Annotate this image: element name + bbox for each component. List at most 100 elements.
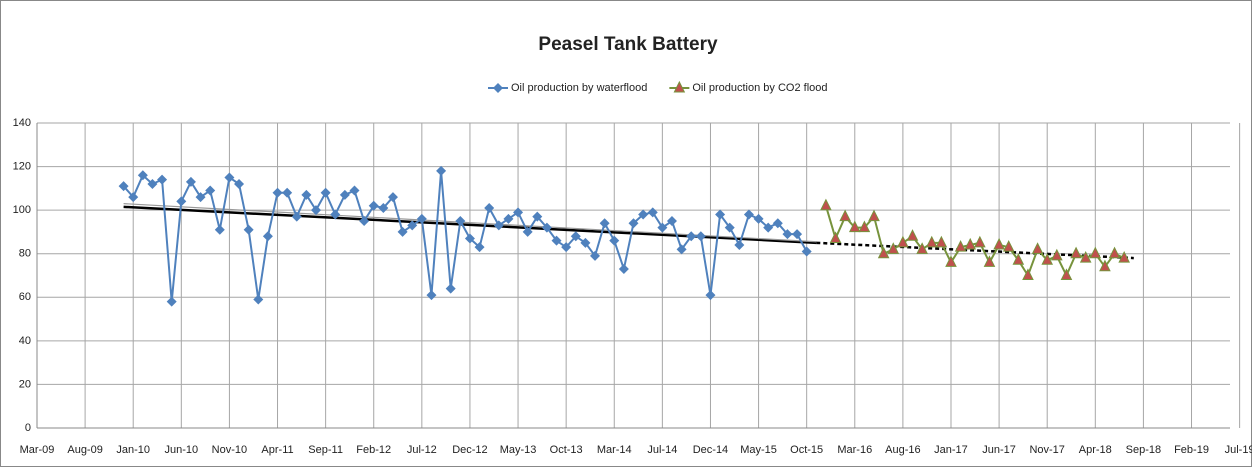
point [599,218,610,229]
point [1012,253,1025,265]
point [1060,268,1073,280]
point [935,235,948,248]
point [493,220,504,231]
point [964,237,977,250]
point [503,213,514,224]
point [339,189,350,200]
legend-marker [673,80,686,93]
point [792,229,803,240]
point [686,231,697,242]
point [993,237,1005,250]
point [1002,240,1015,252]
point [580,237,591,248]
x-tick-label: Mar-09 [20,444,55,456]
point [185,176,196,187]
point [320,187,331,198]
y-tick-label: 120 [13,160,31,172]
point [445,283,456,294]
point [474,242,485,253]
point [858,220,871,233]
point [330,209,341,220]
point [426,290,437,301]
point [397,226,408,237]
point [954,240,967,252]
point [513,207,524,218]
x-tick-label: Sep-11 [308,444,343,456]
x-tick-label: Jul-19 [1225,444,1252,456]
point [848,220,861,233]
x-tick-label: Jul-14 [647,444,677,456]
x-tick-label: Mar-16 [837,444,872,456]
point [157,174,168,185]
x-tick-label: Aug-09 [67,444,102,456]
x-tick-label: Feb-19 [1174,444,1209,456]
point [455,216,466,227]
point [763,222,774,233]
x-tick-label: Dec-14 [693,444,728,456]
point [734,240,745,250]
point [1089,246,1102,259]
point [484,202,495,213]
point [282,187,293,198]
point [272,187,283,198]
point [166,296,177,307]
point [618,263,629,274]
point [118,181,129,192]
x-tick-label: Jul-12 [407,444,437,456]
point [1079,250,1092,263]
point [349,185,360,196]
point [897,235,909,248]
point [359,216,370,227]
point [1108,246,1121,259]
point [801,246,812,257]
point [925,235,938,248]
point [128,192,139,203]
chart-title: Peasel Tank Battery [538,34,718,55]
point [368,200,379,211]
x-tick-label: Apr-11 [261,444,293,456]
point [983,255,996,267]
point [877,246,890,259]
x-tick-label: Aug-16 [885,444,920,456]
point [772,218,783,229]
x-tick-label: Oct-15 [790,444,823,456]
point [416,213,427,224]
point [224,172,235,183]
point [1022,268,1034,280]
point [820,198,832,211]
point [262,231,273,242]
point [1051,248,1063,261]
point [916,242,928,254]
x-tick-label: Jun-10 [164,444,198,456]
y-tick-label: 40 [19,335,31,347]
x-tick-label: Nov-10 [212,444,247,456]
point [868,209,880,222]
point [724,222,735,233]
point [195,192,206,203]
point [551,235,562,246]
point [436,165,447,176]
x-tick-label: Nov-17 [1029,444,1064,456]
x-tick-label: May-13 [500,444,537,456]
point [253,294,264,305]
x-tick-label: Apr-18 [1079,444,1112,456]
point [522,226,533,237]
point [407,220,418,231]
x-tick-label: Dec-12 [452,444,487,456]
point [176,196,187,207]
point [1118,250,1130,263]
legend-marker [493,83,503,93]
point [214,224,225,235]
point [311,205,322,216]
point [561,242,572,253]
point [829,231,842,243]
point [147,179,158,189]
point [1031,242,1044,254]
point [137,170,148,181]
x-tick-label: Feb-12 [356,444,391,456]
point [1070,246,1082,259]
y-tick-label: 60 [19,291,31,303]
point [906,229,919,241]
